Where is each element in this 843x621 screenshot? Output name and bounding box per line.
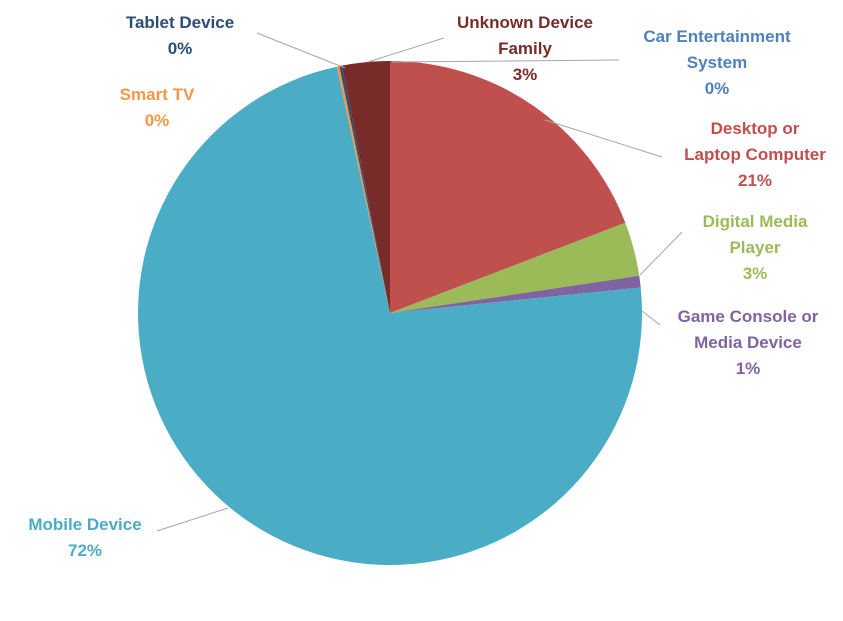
pie-slice-tablet-device [339, 65, 390, 313]
data-label-name-tablet-device: Tablet Device [126, 13, 234, 32]
data-label-value-car-entertainment-system: 0% [705, 79, 730, 98]
pie-slice-game-console-or-media-device [390, 275, 641, 313]
data-label-name-digital-media-player: Player [729, 238, 780, 257]
data-label-name-digital-media-player: Digital Media [703, 212, 808, 231]
data-label-value-tablet-device: 0% [168, 39, 193, 58]
pie-slice-desktop-or-laptop-computer [390, 61, 626, 313]
leader-line-digital-media-player [639, 231, 683, 276]
data-label-name-car-entertainment-system: Car Entertainment [643, 27, 791, 46]
data-label-name-game-console-or-media-device: Game Console or [678, 307, 819, 326]
leader-line-car-entertainment-system [391, 59, 620, 63]
leader-line-tablet-device [256, 32, 346, 69]
data-label-value-mobile-device: 72% [68, 541, 102, 560]
data-label-value-smart-tv: 0% [145, 111, 170, 130]
data-label-name-mobile-device: Mobile Device [28, 515, 141, 534]
leader-line-game-console-or-media-device [641, 310, 661, 326]
leader-line-mobile-device [156, 507, 229, 532]
leader-lines [156, 32, 683, 532]
data-label-name-desktop-or-laptop-computer: Laptop Computer [684, 145, 826, 164]
pie-slices [138, 61, 643, 565]
leader-line-desktop-or-laptop-computer [544, 119, 663, 158]
data-label-name-smart-tv: Smart TV [120, 85, 195, 104]
pie-slice-digital-media-player [390, 222, 640, 313]
data-label-name-car-entertainment-system: System [687, 53, 747, 72]
data-label-value-game-console-or-media-device: 1% [736, 359, 761, 378]
pie-slice-unknown-device-family [341, 61, 390, 313]
data-label-name-game-console-or-media-device: Media Device [694, 333, 802, 352]
data-labels: Car Entertainment System 0% Desktop or Lapto… [28, 13, 826, 560]
data-label-name-desktop-or-laptop-computer: Desktop or [711, 119, 800, 138]
leader-line-unknown-device-family [367, 37, 445, 63]
pie-slice-mobile-device [138, 66, 643, 565]
data-label-value-unknown-device-family: 3% [513, 65, 538, 84]
data-label-name-unknown-device-family: Unknown Device [457, 13, 593, 32]
pie-slice-smart-tv [336, 66, 390, 314]
data-label-value-digital-media-player: 3% [743, 264, 768, 283]
data-label-value-desktop-or-laptop-computer: 21% [738, 171, 772, 190]
data-label-name-unknown-device-family: Family [498, 39, 552, 58]
